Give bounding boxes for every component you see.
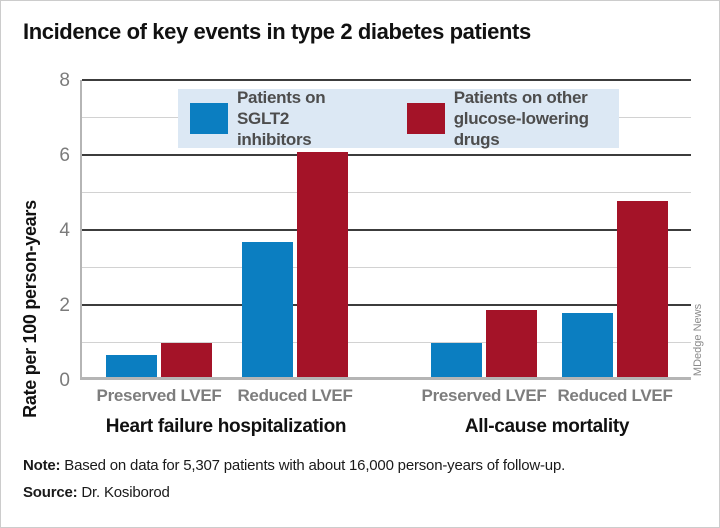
legend-swatch-other-drugs [406,103,445,134]
bar-sglt2-inhibitors [431,343,482,377]
note-text: Based on data for 5,307 patients with ab… [60,457,566,474]
panel-label: All-cause mortality [464,416,630,437]
category-label: Reduced LVEF [237,386,353,405]
gridline-major [82,79,691,81]
bar-sglt2-inhibitors [562,313,613,377]
gridline-minor [82,267,691,268]
category-label: Reduced LVEF [557,386,673,405]
category-label: Preserved LVEF [421,386,547,405]
gridline-major [82,154,691,156]
legend-label-sglt2-line2: SGLT2 inhibitors [237,109,312,149]
y-tick-label: 8 [59,70,70,91]
note-line: Note: Based on data for 5,307 patients w… [23,457,565,474]
source-text: Dr. Kosiborod [77,484,170,501]
gridline-major [82,229,691,231]
legend-swatch-sglt2 [190,103,228,134]
legend-label-other-line1: Patients on other [453,88,588,107]
y-tick-label: 6 [59,145,70,166]
bar-other-glucose-lowering [297,152,348,377]
bar-other-glucose-lowering [617,200,668,377]
legend: Patients on SGLT2 inhibitors Patients on… [178,87,619,150]
source-line: Source: Dr. Kosiborod [23,484,170,501]
gridline-major [82,304,691,306]
bar-sglt2-inhibitors [106,354,157,377]
legend-label-sglt2-line1: Patients on [237,88,326,107]
y-tick-label: 2 [59,295,70,316]
plot-area: Rate per 100 person-years 0 2 4 6 8 Preserved… [20,71,691,437]
y-tick-label: 0 [59,370,70,391]
gridline-minor [82,192,691,193]
legend-label-other-line2: glucose-lowering drugs [453,109,589,149]
gridline-minor [82,342,691,343]
bar-sglt2-inhibitors [242,242,293,377]
source-label: Source: [23,484,78,501]
y-tick-label: 4 [59,220,70,241]
panel-label: Heart failure hospitalization [105,416,347,437]
category-label: Preserved LVEF [96,386,222,405]
bar-other-glucose-lowering [486,309,537,377]
chart-title: Incidence of key events in type 2 diabet… [23,19,531,44]
bar-other-glucose-lowering [161,343,212,377]
legend-item-sglt2: Patients on SGLT2 inhibitors [190,87,353,150]
note-label: Note: [23,457,61,474]
legend-item-other-drugs: Patients on other glucose-lowering drugs [406,87,619,150]
